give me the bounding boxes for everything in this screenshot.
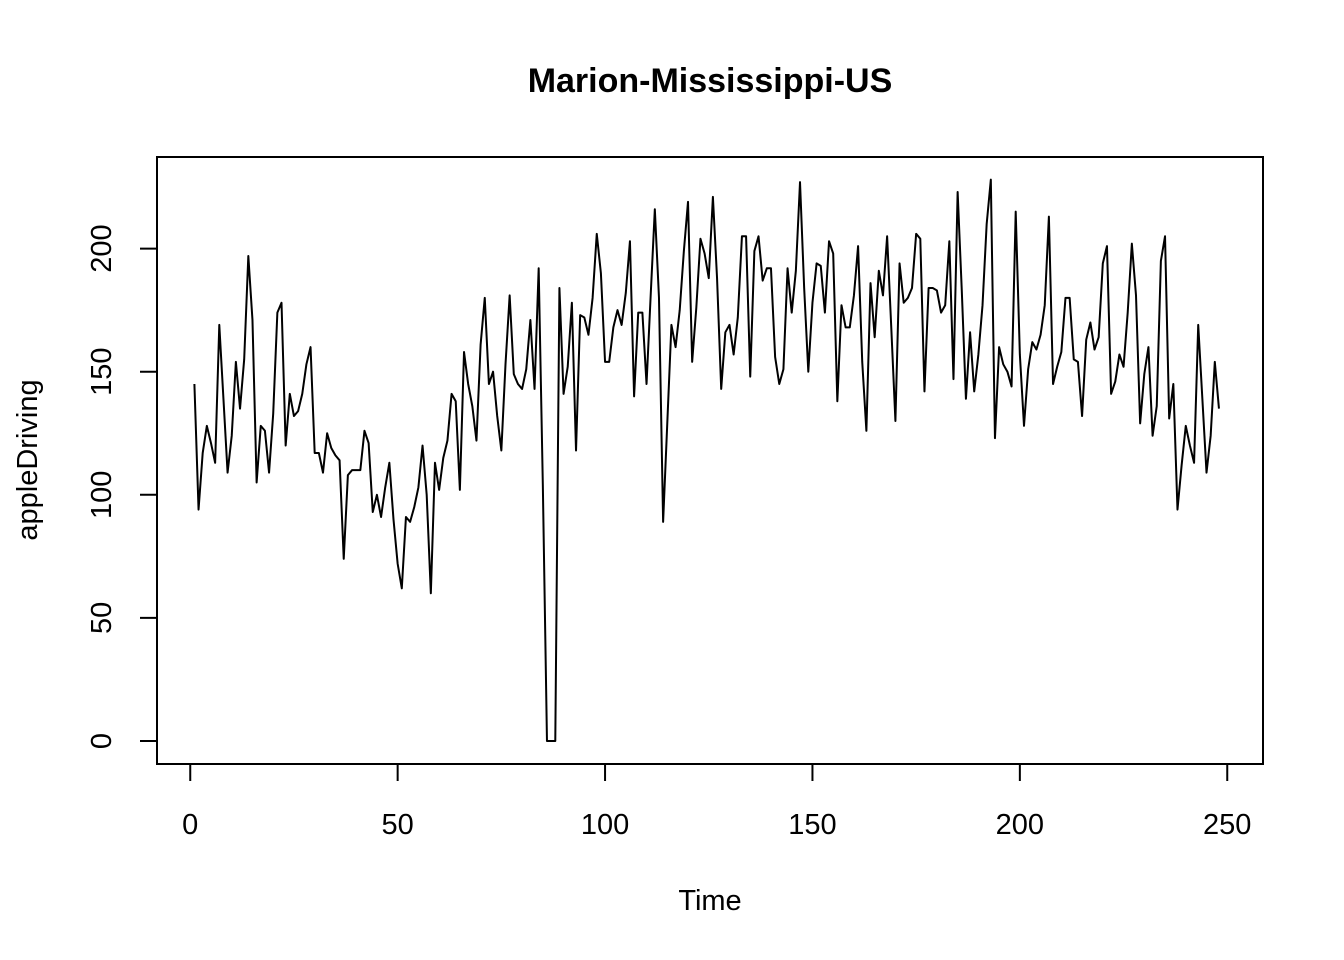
series-line-appleDriving (193, 178, 1220, 742)
x-axis-label: Time (678, 885, 741, 917)
y-axis-label: appleDriving (12, 379, 44, 540)
y-tick-label: 150 (86, 348, 118, 396)
x-axis: 0 50 100 150 200 250 (182, 763, 1251, 841)
y-tick-label: 100 (86, 471, 118, 519)
x-tick-label: 150 (788, 809, 836, 841)
x-tick-label: 200 (996, 809, 1044, 841)
x-tick-label: 0 (182, 809, 198, 841)
x-tick-label: 100 (581, 809, 629, 841)
x-tick-label: 250 (1203, 809, 1251, 841)
y-tick-label: 200 (86, 224, 118, 272)
y-axis: 0 50 100 150 200 (86, 224, 158, 749)
x-tick-label: 50 (382, 809, 414, 841)
chart-title: Marion-Mississippi-US (528, 62, 893, 100)
y-tick-label: 50 (86, 602, 118, 634)
y-tick-label: 0 (86, 733, 118, 749)
